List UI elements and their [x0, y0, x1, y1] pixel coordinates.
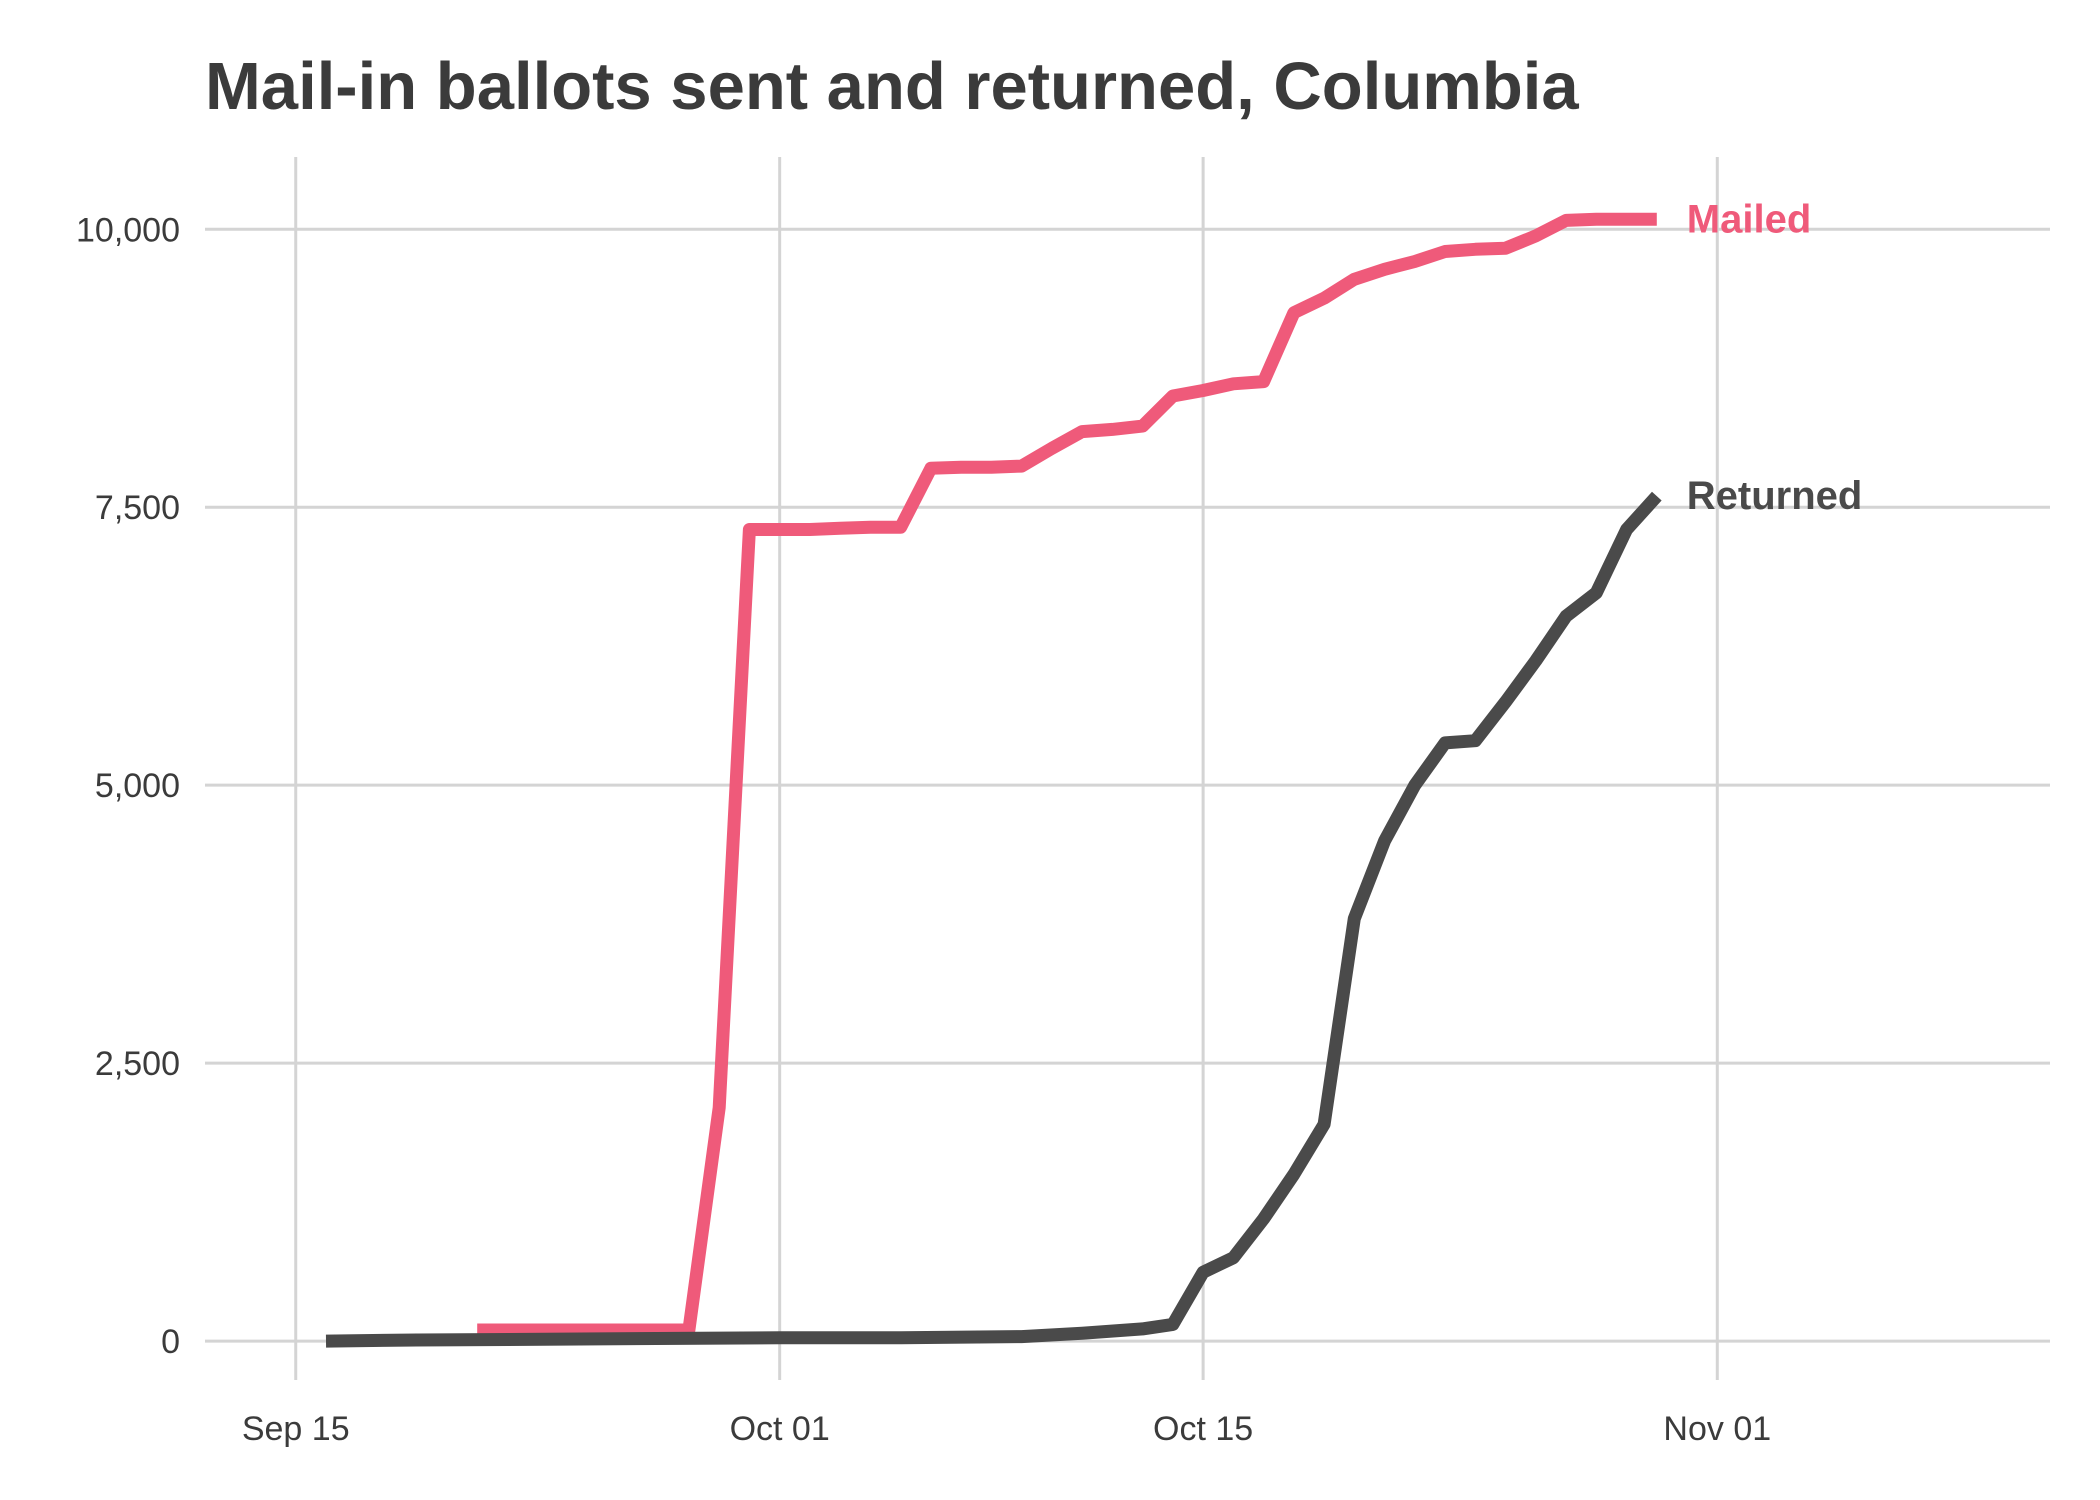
x-tick-label: Sep 15	[242, 1410, 350, 1448]
x-tick-label: Oct 15	[1153, 1410, 1253, 1448]
x-tick-label: Nov 01	[1663, 1410, 1771, 1448]
y-tick-label: 5,000	[95, 767, 180, 805]
y-tick-label: 2,500	[95, 1045, 180, 1083]
y-tick-label: 7,500	[95, 489, 180, 527]
series-label-mailed: Mailed	[1687, 197, 1811, 241]
x-tick-label: Oct 01	[730, 1410, 830, 1448]
chart-title: Mail-in ballots sent and returned, Colum…	[205, 49, 1579, 124]
series-lines	[325, 212, 1662, 1348]
series-line-mailed	[477, 212, 1657, 1337]
y-tick-label: 10,000	[76, 211, 180, 249]
series-line-returned	[325, 491, 1662, 1348]
y-tick-label: 0	[161, 1323, 180, 1361]
axis-labels: 0 2,500 5,000 7,500 10,000 Sep 15 Oct 01 Oct 15…	[76, 197, 1862, 1448]
series-label-returned: Returned	[1687, 474, 1863, 518]
grid	[205, 157, 2050, 1380]
